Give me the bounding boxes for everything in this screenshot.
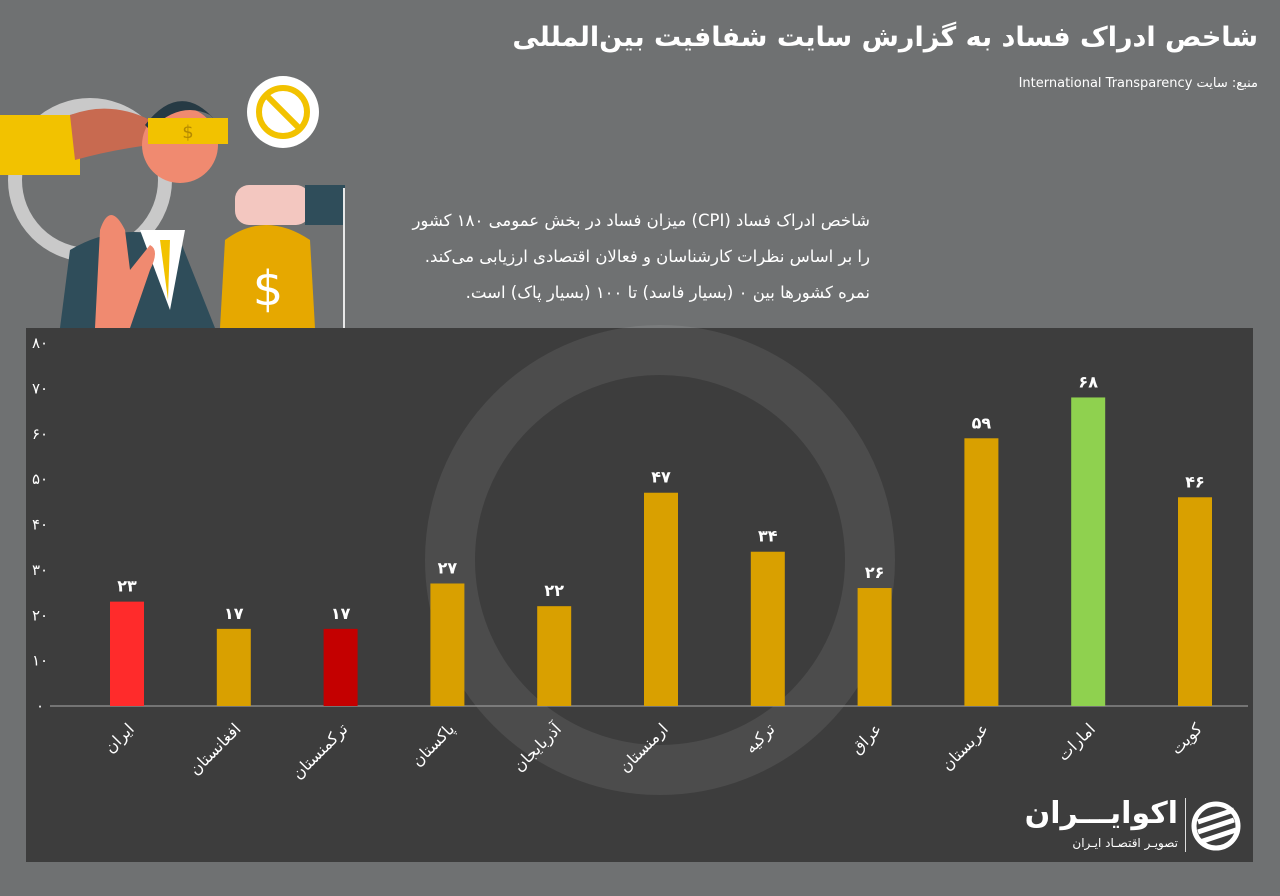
x-tick-label: ترکمنستان xyxy=(288,719,352,783)
source-note: منبع: سایت International Transparency xyxy=(1018,76,1258,91)
y-tick-label: ۲۰ xyxy=(32,606,48,624)
data-label: ۱۷ xyxy=(224,604,244,623)
y-tick-label: ۳۰ xyxy=(32,561,48,579)
description-line: شاخص ادراک فساد (CPI) میزان فساد در بخش … xyxy=(412,211,870,230)
bar xyxy=(1178,497,1212,706)
x-tick-label: افغانستان xyxy=(185,719,244,778)
corruption-illustration: $ $ xyxy=(0,76,345,328)
data-label: ۶۸ xyxy=(1078,372,1098,391)
divider xyxy=(343,188,345,328)
data-label: ۲۷ xyxy=(438,558,458,577)
y-tick-label: ۷۰ xyxy=(32,379,48,397)
x-tick-label: پاکستان xyxy=(408,719,459,770)
bar xyxy=(110,601,144,706)
x-tick-label: کویت xyxy=(1167,719,1207,759)
y-tick-label: ۱۰ xyxy=(32,652,48,670)
x-tick-label: امارات xyxy=(1054,719,1100,765)
bar xyxy=(430,583,465,706)
data-label: ۱۷ xyxy=(331,604,351,623)
data-label: ۲۲ xyxy=(544,581,564,600)
x-tick-label: ایران xyxy=(100,719,138,757)
bar xyxy=(216,628,251,706)
description: شاخص ادراک فساد (CPI) میزان فساد در بخش … xyxy=(350,203,870,311)
y-tick-label: ۰ xyxy=(36,697,44,715)
y-tick-label: ۵۰ xyxy=(32,470,48,488)
data-label: ۳۴ xyxy=(758,527,778,546)
data-label: ۲۶ xyxy=(865,563,885,582)
chart-panel xyxy=(26,328,1253,862)
data-label: ۴۶ xyxy=(1185,472,1205,491)
data-label: ۲۳ xyxy=(117,577,137,596)
watermark xyxy=(425,325,895,795)
svg-text:$: $ xyxy=(253,261,284,317)
x-tick-label: عراق xyxy=(847,719,886,758)
bar xyxy=(323,628,358,706)
logo-separator xyxy=(1185,798,1186,852)
data-label: ۵۹ xyxy=(972,413,992,432)
logo-mark-icon xyxy=(1191,801,1241,851)
bar xyxy=(644,492,678,706)
x-tick-label: عربستان xyxy=(937,719,993,775)
y-tick-label: ۸۰ xyxy=(32,334,48,352)
y-tick-label: ۶۰ xyxy=(32,425,48,443)
bar xyxy=(857,588,892,706)
bar xyxy=(1071,397,1106,706)
logo-name: اکوایـــران xyxy=(1024,796,1178,831)
ecoiran-logo: اکوایـــران تصویـر اقتصـاد ایـران xyxy=(1025,796,1250,856)
bar xyxy=(964,438,999,706)
description-line: را بر اساس نظرات کارشناسان و فعالان اقتص… xyxy=(424,247,870,266)
bar xyxy=(537,606,572,706)
bar xyxy=(750,551,785,706)
logo-tagline: تصویـر اقتصـاد ایـران xyxy=(1072,836,1178,850)
data-label: ۴۷ xyxy=(651,468,671,487)
description-line: نمره کشورها بین ۰ (بسیار فاسد) تا ۱۰۰ (ب… xyxy=(465,283,870,302)
page-title: شاخص ادراک فساد به گزارش سایت شفافیت بین… xyxy=(512,22,1258,53)
y-tick-label: ۴۰ xyxy=(32,516,48,534)
svg-text:$: $ xyxy=(182,122,193,143)
